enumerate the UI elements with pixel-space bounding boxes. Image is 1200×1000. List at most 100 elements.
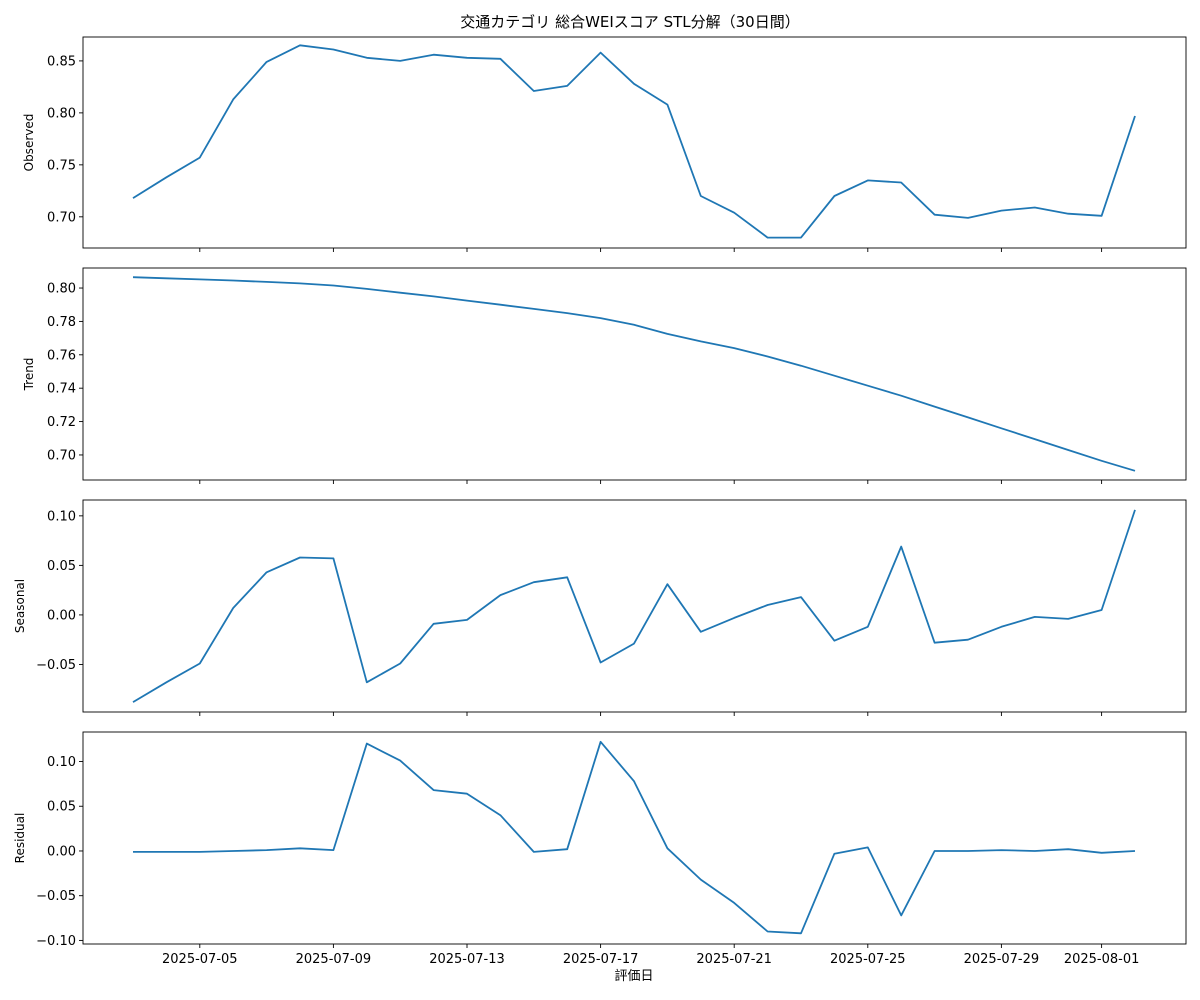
data-point xyxy=(767,237,769,239)
data-point xyxy=(433,54,435,56)
data-point xyxy=(1134,115,1136,117)
data-point xyxy=(1101,215,1103,217)
data-point xyxy=(833,195,835,197)
data-point xyxy=(366,57,368,59)
data-point xyxy=(1034,207,1036,209)
data-point xyxy=(232,280,234,282)
data-point xyxy=(299,847,301,849)
data-point xyxy=(165,851,167,853)
data-point xyxy=(767,604,769,606)
data-point xyxy=(199,663,201,665)
y-tick-label: 0.76 xyxy=(47,348,76,363)
y-tick-label: 0.10 xyxy=(47,509,76,524)
data-point xyxy=(266,571,268,573)
data-point xyxy=(332,557,334,559)
y-axis-label: Observed xyxy=(22,114,36,172)
data-point xyxy=(867,179,869,181)
y-tick-label: −0.05 xyxy=(36,658,76,673)
y-axis-label: Trend xyxy=(22,358,36,392)
data-point xyxy=(1134,509,1136,511)
data-point xyxy=(900,182,902,184)
data-point xyxy=(232,98,234,100)
data-point xyxy=(499,304,501,306)
data-point xyxy=(800,596,802,598)
data-point xyxy=(399,60,401,62)
data-point xyxy=(566,576,568,578)
data-point xyxy=(833,853,835,855)
data-point xyxy=(1067,213,1069,215)
panel-frame xyxy=(82,36,1187,249)
data-point xyxy=(332,49,334,51)
data-point xyxy=(366,288,368,290)
data-point xyxy=(399,292,401,294)
data-point xyxy=(132,701,134,703)
data-point xyxy=(700,631,702,633)
data-point xyxy=(366,681,368,683)
data-point xyxy=(466,793,468,795)
data-point xyxy=(967,639,969,641)
data-point xyxy=(566,848,568,850)
data-point xyxy=(800,237,802,239)
data-point xyxy=(700,195,702,197)
data-point xyxy=(833,640,835,642)
panel-observed: 0.70 0.75 0.80 0.85 Observed xyxy=(22,36,1187,252)
data-point xyxy=(399,663,401,665)
data-point xyxy=(1101,609,1103,611)
y-tick-label: 0.70 xyxy=(47,448,76,463)
data-point xyxy=(733,617,735,619)
data-point xyxy=(600,317,602,319)
data-point xyxy=(533,851,535,853)
data-point xyxy=(165,176,167,178)
data-point xyxy=(466,619,468,621)
data-point xyxy=(900,395,902,397)
data-point xyxy=(600,52,602,54)
y-tick-label: 0.05 xyxy=(47,559,76,574)
y-tick-label: −0.10 xyxy=(36,934,76,949)
data-point xyxy=(666,104,668,106)
data-point xyxy=(165,681,167,683)
data-point xyxy=(499,594,501,596)
data-point xyxy=(600,741,602,743)
data-point xyxy=(266,281,268,283)
data-point xyxy=(332,285,334,287)
data-point xyxy=(967,416,969,418)
data-point xyxy=(1034,616,1036,618)
data-point xyxy=(1134,470,1136,472)
data-point xyxy=(833,375,835,377)
series-line-seasonal xyxy=(132,509,1136,703)
data-point xyxy=(165,277,167,279)
data-point xyxy=(1034,850,1036,852)
data-point xyxy=(1101,460,1103,462)
panels-group: 0.70 0.75 0.80 0.85 Observed 0.70 0.72 0.74 0.76… xyxy=(13,36,1187,967)
panel-residual: −0.10 −0.05 0.00 0.05 0.10 Residual 2025-07-05… xyxy=(13,731,1187,967)
data-point xyxy=(967,850,969,852)
data-point xyxy=(232,850,234,852)
data-point xyxy=(800,932,802,934)
y-tick-label: 0.70 xyxy=(47,210,76,225)
data-point xyxy=(499,58,501,60)
data-point xyxy=(934,406,936,408)
data-point xyxy=(633,643,635,645)
data-point xyxy=(1067,618,1069,620)
data-point xyxy=(533,90,535,92)
data-point xyxy=(967,217,969,219)
data-point xyxy=(433,295,435,297)
data-point xyxy=(533,308,535,310)
chart-title: 交通カテゴリ 総合WEIスコア STL分解（30日間） xyxy=(460,13,799,31)
data-point xyxy=(867,626,869,628)
panel-frame xyxy=(82,499,1187,713)
y-tick-label: 0.00 xyxy=(47,608,76,623)
series-line-observed xyxy=(132,44,1136,239)
data-point xyxy=(867,846,869,848)
data-point xyxy=(199,157,201,159)
data-point xyxy=(1134,850,1136,852)
data-point xyxy=(1067,848,1069,850)
x-tick-label: 2025-07-29 xyxy=(964,952,1040,967)
data-point xyxy=(232,607,234,609)
data-point xyxy=(1101,852,1103,854)
x-tick-label: 2025-08-01 xyxy=(1064,952,1140,967)
data-point xyxy=(332,849,334,851)
data-point xyxy=(366,743,368,745)
data-point xyxy=(399,760,401,762)
